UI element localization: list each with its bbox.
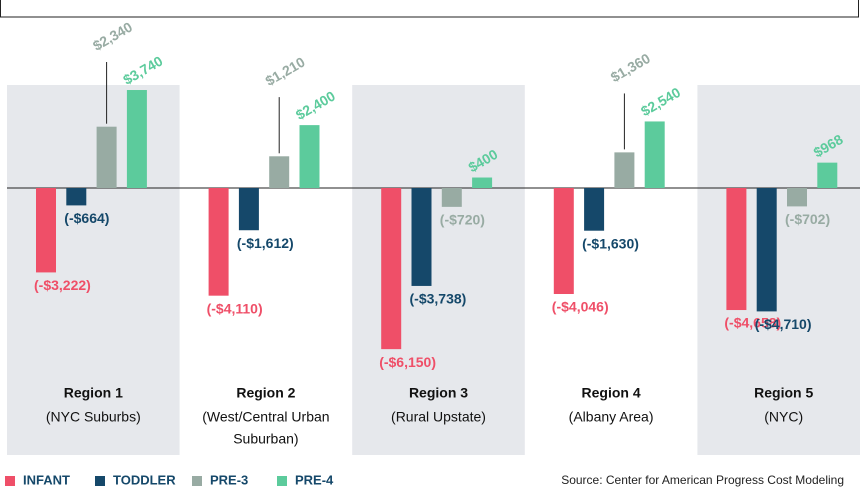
region-band: [352, 85, 525, 455]
value-label: (-$4,046): [552, 299, 609, 315]
legend-swatch: [277, 476, 287, 486]
category-label: Region 3: [409, 385, 468, 401]
top-frame: [0, 0, 859, 18]
value-label: (-$6,150): [379, 354, 436, 370]
bar: [614, 152, 635, 188]
value-label: (-$4,710): [755, 316, 812, 332]
bar: [126, 90, 147, 188]
category-subtitle: (Albany Area): [569, 409, 654, 425]
legend-label: TODDLER: [113, 472, 176, 487]
value-label: (-$4,110): [207, 300, 263, 316]
value-label: (-$3,222): [34, 277, 91, 293]
bar: [381, 188, 402, 350]
bar: [726, 188, 747, 311]
bar: [411, 188, 432, 286]
legend-label: PRE-3: [210, 472, 248, 487]
value-label: $2,540: [638, 84, 683, 119]
bar: [553, 188, 574, 295]
source: Source: Center for American Progress Cos…: [561, 473, 844, 487]
value-label: $2,400: [293, 88, 338, 123]
value-label: (-$702): [785, 211, 830, 227]
value-label: (-$4,658): [724, 315, 781, 331]
category-label: Region 1: [64, 385, 123, 401]
category-subtitle: (NYC Suburbs): [46, 409, 141, 425]
bar: [756, 188, 777, 312]
bar: [299, 125, 320, 188]
region-band: [7, 85, 180, 455]
bar: [238, 188, 259, 231]
region-band: [697, 85, 860, 455]
category-subtitle: (West/Central Urban: [202, 409, 329, 425]
bar: [269, 156, 290, 188]
value-label: (-$720): [440, 212, 485, 228]
bar: [584, 188, 605, 231]
value-label: (-$1,612): [237, 235, 294, 251]
bands: [7, 85, 860, 455]
bar: [66, 188, 87, 206]
value-label: $2,340: [90, 18, 135, 53]
legend-label: INFANT: [23, 472, 70, 487]
category-label: Region 2: [236, 385, 295, 401]
bar: [644, 121, 665, 188]
value-label: $3,740: [120, 52, 165, 87]
bar: [208, 188, 229, 296]
bar: [472, 177, 493, 188]
bar: [96, 126, 117, 188]
legend-label: PRE-4: [295, 472, 334, 487]
bar: [817, 162, 838, 188]
category-subtitle: (NYC): [764, 409, 803, 425]
value-label: $1,210: [263, 54, 308, 89]
category-subtitle: Suburban): [233, 431, 298, 447]
bar: [787, 188, 807, 207]
category-subtitle: (Rural Upstate): [391, 409, 486, 425]
category-label: Region 5: [754, 385, 813, 401]
legend-swatch: [95, 476, 105, 486]
value-label: (-$1,630): [582, 235, 639, 251]
bar: [441, 188, 462, 207]
value-label: $1,360: [608, 50, 653, 85]
bar: [36, 188, 56, 273]
category-label: Region 4: [582, 385, 641, 401]
legend-swatch: [5, 476, 15, 486]
value-label: (-$3,738): [410, 291, 467, 307]
value-label: (-$664): [64, 210, 109, 226]
legend-swatch: [192, 476, 202, 486]
